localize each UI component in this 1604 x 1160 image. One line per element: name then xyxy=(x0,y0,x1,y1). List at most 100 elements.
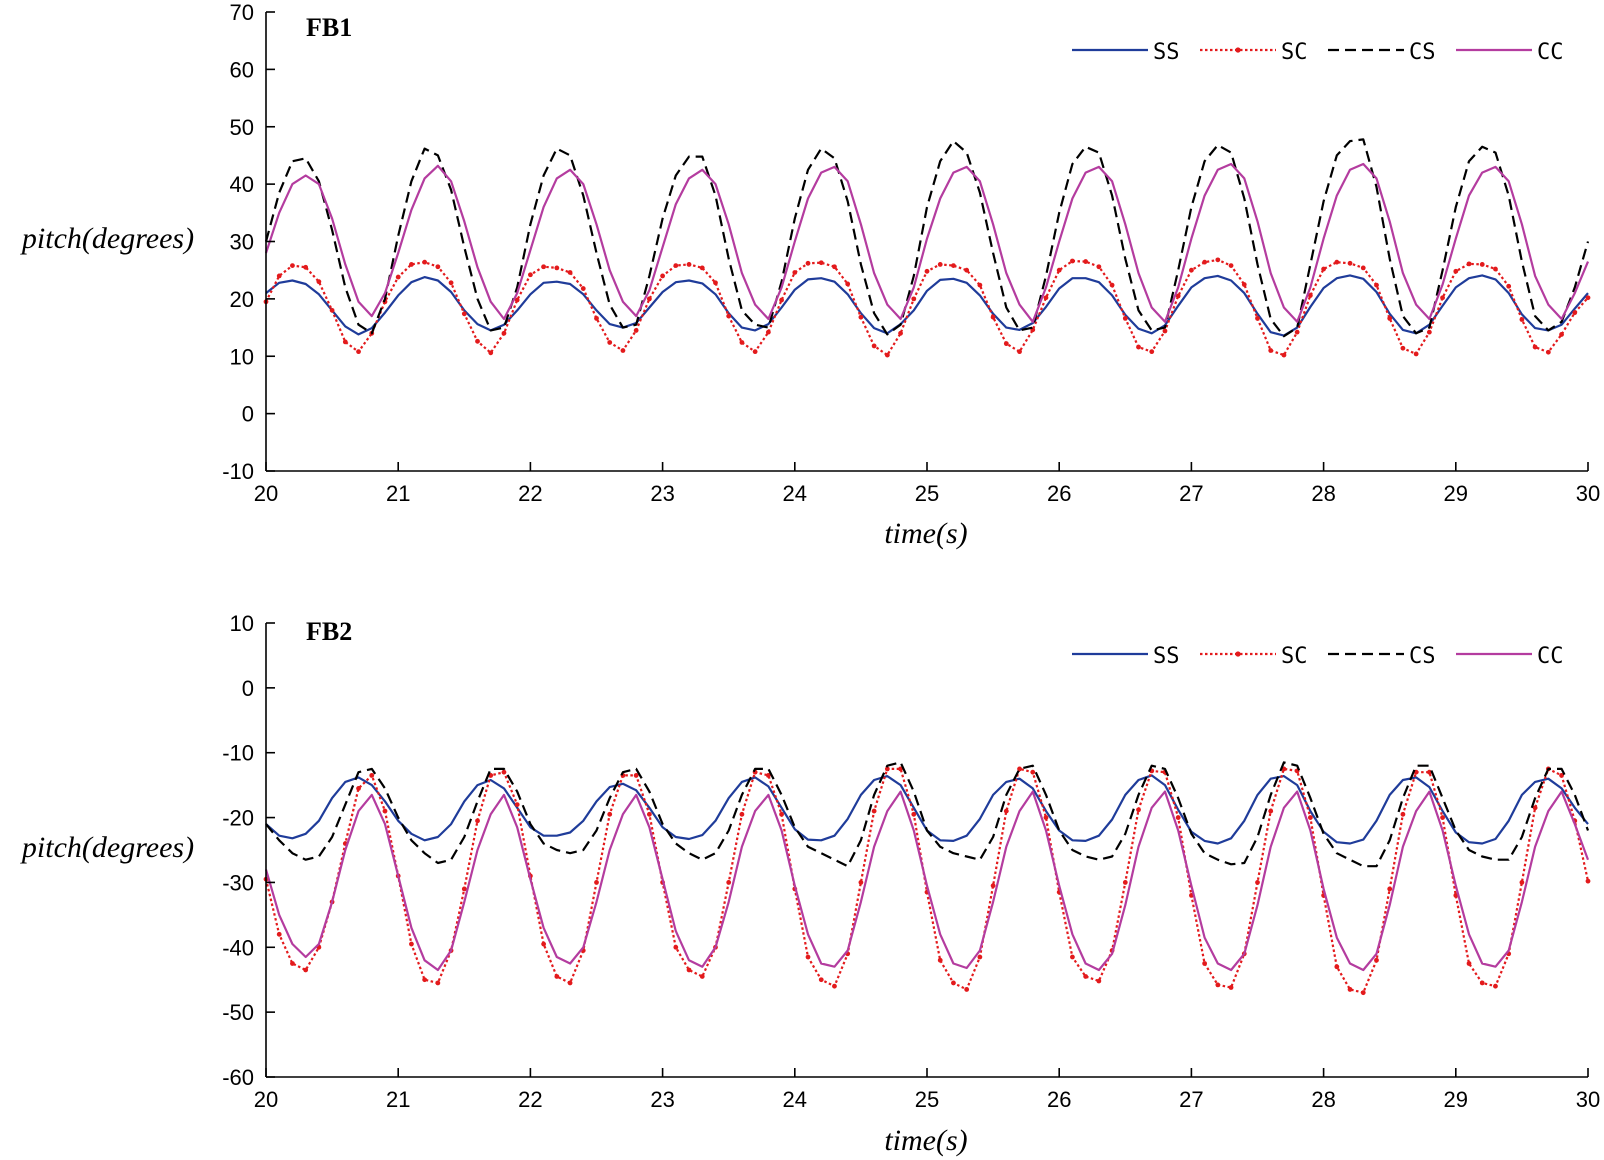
legend-label-cs: CS xyxy=(1409,644,1436,669)
x-tick-label: 22 xyxy=(518,481,542,506)
series-point-sc xyxy=(937,957,943,963)
series-point-sc xyxy=(290,263,295,268)
series-point-sc xyxy=(448,280,454,286)
series-point-sc xyxy=(937,262,943,267)
axes xyxy=(265,622,1589,1078)
series-point-sc xyxy=(713,280,718,286)
tick-labels: -60 -50 -40 -30 -20 -10 0 10 20 21 22 23 24 25 26 27 28 2… xyxy=(222,611,1600,1112)
series-point-sc xyxy=(765,329,771,335)
series-point-sc xyxy=(594,315,599,321)
series-point-sc xyxy=(1268,348,1274,353)
chart-panel-fb1: -10 0 10 20 30 40 50 60 70 20 21 22 23 24 25 26 27 28 29 30… xyxy=(20,0,1600,550)
x-tick-label: 24 xyxy=(783,1087,807,1112)
series-point-sc xyxy=(607,340,613,345)
x-tick-label: 25 xyxy=(915,1087,939,1112)
series-point-sc xyxy=(1136,344,1141,350)
series-point-sc xyxy=(1162,328,1168,334)
x-tick-label: 22 xyxy=(518,1087,542,1112)
series-point-sc xyxy=(1307,293,1313,298)
series-point-sc xyxy=(739,811,745,817)
series-point-sc xyxy=(356,785,361,791)
chart-panel-fb2: -60 -50 -40 -30 -20 -10 0 10 20 21 22 23 24 25 26 27 28 2… xyxy=(20,611,1600,1157)
axes xyxy=(265,11,1589,472)
series-point-sc xyxy=(1241,282,1247,287)
series-point-sc xyxy=(1096,264,1102,270)
series-point-sc xyxy=(805,954,811,960)
series-point-sc xyxy=(739,340,745,345)
series-point-sc xyxy=(475,818,480,824)
series-layer xyxy=(263,761,1591,996)
series-point-sc xyxy=(1559,332,1564,337)
series-point-sc xyxy=(1374,957,1379,963)
series-point-sc xyxy=(845,281,851,287)
series-point-sc xyxy=(1479,980,1485,986)
series-point-sc xyxy=(475,338,480,344)
series-point-sc xyxy=(1440,815,1445,820)
series-point-sc xyxy=(1334,964,1340,970)
series-point-sc xyxy=(382,808,388,814)
y-tick-label: 60 xyxy=(230,57,254,82)
series-point-sc xyxy=(1294,329,1300,335)
series-point-sc xyxy=(1096,978,1102,984)
x-tick-label: 24 xyxy=(783,481,807,506)
tick-labels: -10 0 10 20 30 40 50 60 70 20 21 22 23 24 25 26 27 28 29 30 xyxy=(222,0,1600,506)
y-axis-title: pitch(degrees) xyxy=(20,831,194,864)
series-point-sc xyxy=(1559,773,1564,778)
series-point-sc xyxy=(1506,283,1512,289)
y-tick-label: 20 xyxy=(230,287,254,312)
series-point-sc xyxy=(686,967,692,973)
series-point-sc xyxy=(554,265,560,271)
series-point-sc xyxy=(633,773,639,778)
series-point-sc xyxy=(1400,811,1406,817)
series-point-sc xyxy=(818,260,824,266)
series-point-sc xyxy=(1056,267,1062,273)
series-point-sc xyxy=(1572,310,1578,316)
legend-label-ss: SS xyxy=(1153,40,1180,65)
series-point-sc xyxy=(977,954,983,960)
series-point-sc xyxy=(1255,315,1260,321)
x-tick-label: 28 xyxy=(1311,481,1335,506)
y-tick-label: 10 xyxy=(230,611,254,636)
series-point-sc xyxy=(990,314,996,320)
series-point-sc xyxy=(1030,769,1036,775)
series-point-sc xyxy=(1387,315,1393,321)
series-point-sc xyxy=(1175,815,1181,820)
series-point-sc xyxy=(779,811,784,817)
y-tick-label: 40 xyxy=(230,172,254,197)
series-point-sc xyxy=(1017,349,1022,355)
series-point-sc xyxy=(726,880,732,885)
series-point-sc xyxy=(884,352,890,358)
series-point-sc xyxy=(1189,267,1194,273)
series-point-sc xyxy=(1255,880,1260,885)
series-point-sc xyxy=(871,808,877,814)
series-point-sc xyxy=(1268,808,1274,814)
series-point-sc xyxy=(541,264,547,270)
series-point-sc xyxy=(501,330,507,336)
x-tick-label: 30 xyxy=(1576,481,1600,506)
series-point-sc xyxy=(673,944,679,950)
x-tick-label: 23 xyxy=(650,481,674,506)
x-tick-label: 28 xyxy=(1311,1087,1335,1112)
series-point-sc xyxy=(1122,315,1128,321)
series-point-sc xyxy=(1519,317,1525,322)
x-axis-title: time(s) xyxy=(884,517,967,550)
legend-label-sc: SC xyxy=(1281,644,1308,669)
series-point-sc xyxy=(488,350,494,356)
series-point-sc xyxy=(858,880,864,885)
series-line-cc xyxy=(264,162,1590,323)
series-point-sc xyxy=(342,339,348,345)
series-point-sc xyxy=(329,307,335,313)
series-point-sc xyxy=(911,811,917,817)
series-point-sc xyxy=(1413,351,1419,357)
series-point-sc xyxy=(818,977,824,983)
series-point-sc xyxy=(514,802,520,807)
y-tick-label: 50 xyxy=(230,115,254,140)
y-tick-label: 0 xyxy=(242,676,254,701)
series-point-sc xyxy=(395,274,401,280)
series-point-sc xyxy=(422,259,428,265)
series-point-sc xyxy=(1083,259,1089,264)
series-point-sc xyxy=(832,983,837,989)
series-point-sc xyxy=(409,262,414,267)
series-point-sc xyxy=(1083,974,1089,979)
series-point-sc xyxy=(554,974,560,979)
